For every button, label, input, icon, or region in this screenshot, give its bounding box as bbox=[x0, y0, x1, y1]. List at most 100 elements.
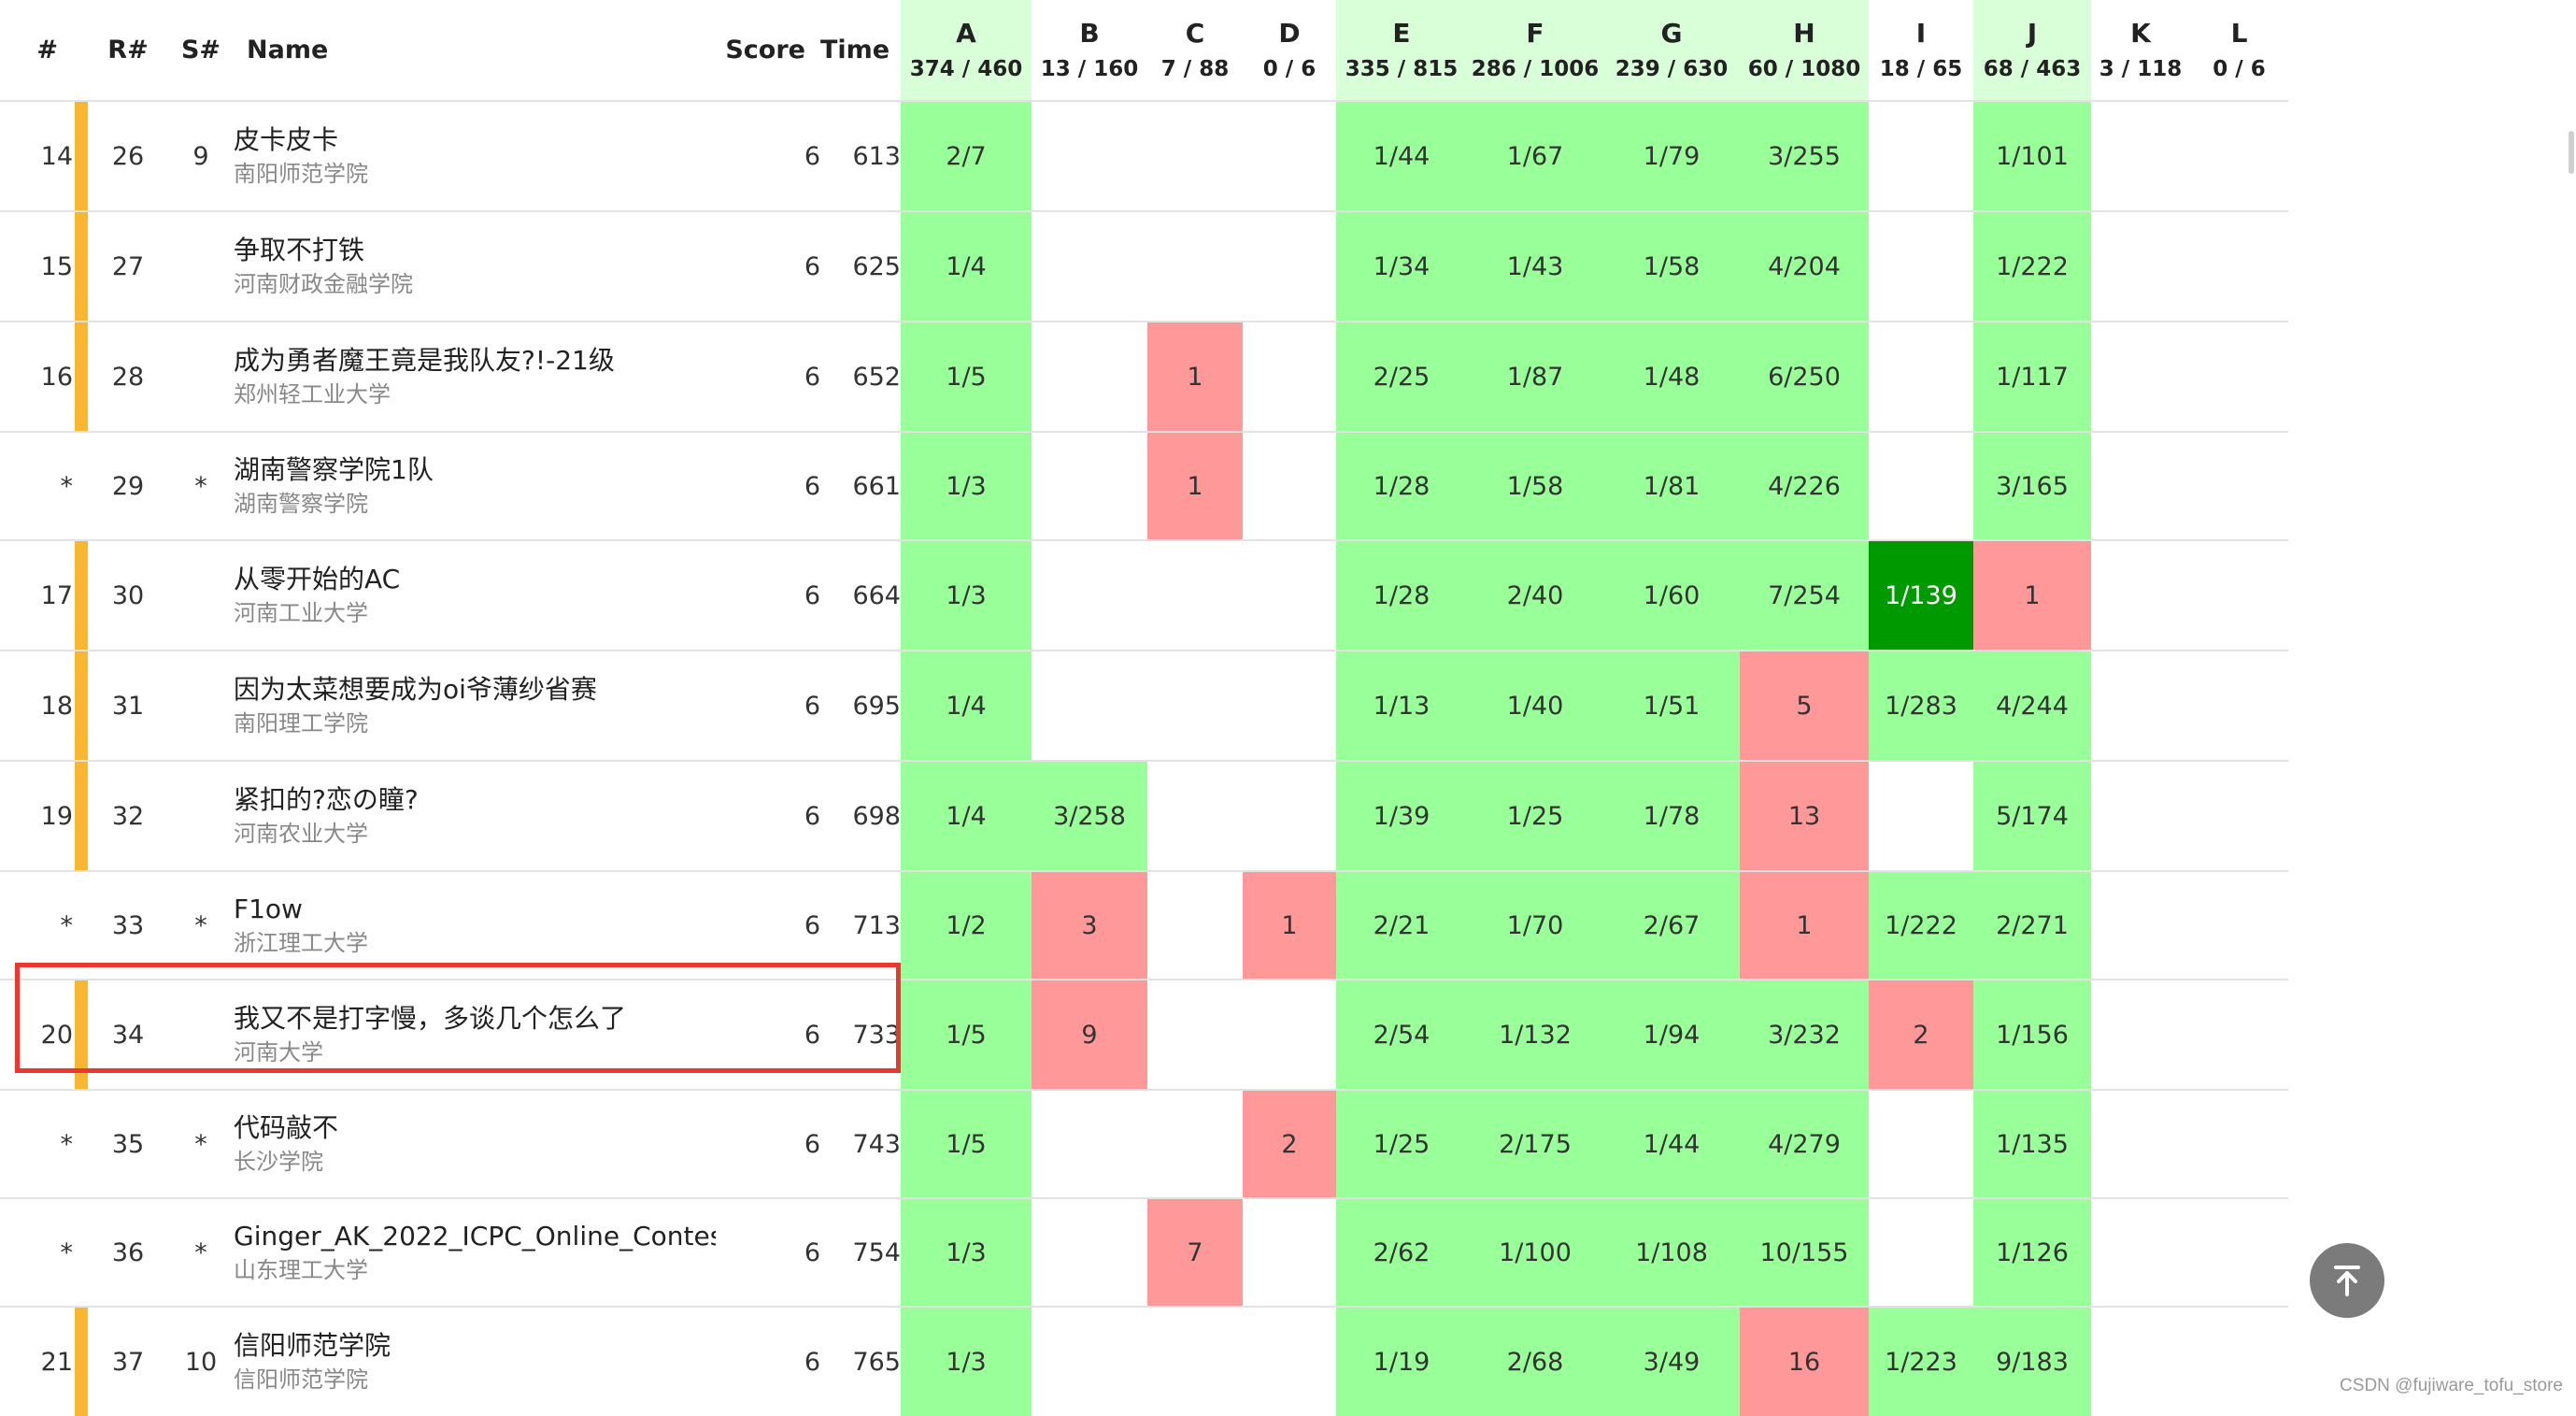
table-row[interactable]: * 33 * F1ow 浙江理工大学 6 713 1/2 3 1 2/21 1/70 2/67 1 1/22… bbox=[0, 871, 2288, 980]
table-row[interactable]: 15 27 争取不打铁 河南财政金融学院 6 625 1/4 1/34 1/43 1/58 4/20… bbox=[0, 211, 2288, 322]
team-name-cell[interactable]: 皮卡皮卡 南阳师范学院 bbox=[234, 101, 716, 211]
problem-cell-a[interactable]: 1/4 bbox=[901, 211, 1032, 322]
team-name-cell[interactable]: 因为太菜想要成为oi爷薄纱省赛 南阳理工学院 bbox=[234, 651, 716, 761]
problem-cell-b[interactable] bbox=[1032, 101, 1147, 211]
problem-cell-f[interactable]: 1/58 bbox=[1467, 432, 1603, 540]
problem-cell-h[interactable]: 4/226 bbox=[1740, 432, 1869, 540]
team-name-cell[interactable]: 成为勇者魔王竟是我队友?!-21级 郑州轻工业大学 bbox=[234, 322, 716, 432]
problem-cell-a[interactable]: 1/5 bbox=[901, 980, 1032, 1090]
problem-cell-a[interactable]: 1/4 bbox=[901, 651, 1032, 761]
team-name-cell[interactable]: 争取不打铁 河南财政金融学院 bbox=[234, 211, 716, 322]
problem-cell-e[interactable]: 2/25 bbox=[1336, 322, 1467, 432]
problem-cell-c[interactable] bbox=[1147, 871, 1243, 980]
problem-cell-h[interactable]: 13 bbox=[1740, 761, 1869, 871]
problem-cell-e[interactable]: 1/39 bbox=[1336, 761, 1467, 871]
problem-cell-l[interactable] bbox=[2190, 1307, 2288, 1416]
problem-cell-i[interactable] bbox=[1869, 1090, 1973, 1198]
problem-cell-d[interactable] bbox=[1243, 432, 1336, 540]
problem-cell-f[interactable]: 1/132 bbox=[1467, 980, 1603, 1090]
problem-cell-h[interactable]: 7/254 bbox=[1740, 540, 1869, 651]
back-to-top-button[interactable] bbox=[2310, 1243, 2384, 1318]
problem-cell-i[interactable]: 1/283 bbox=[1869, 651, 1973, 761]
problem-cell-d[interactable] bbox=[1243, 761, 1336, 871]
problem-cell-j[interactable]: 2/271 bbox=[1973, 871, 2091, 980]
problem-cell-e[interactable]: 1/13 bbox=[1336, 651, 1467, 761]
problem-cell-j[interactable]: 4/244 bbox=[1973, 651, 2091, 761]
problem-cell-e[interactable]: 2/62 bbox=[1336, 1198, 1467, 1307]
problem-cell-c[interactable] bbox=[1147, 101, 1243, 211]
problem-cell-g[interactable]: 1/79 bbox=[1603, 101, 1740, 211]
problem-cell-h[interactable]: 4/279 bbox=[1740, 1090, 1869, 1198]
problem-cell-j[interactable]: 1 bbox=[1973, 540, 2091, 651]
problem-cell-g[interactable]: 1/94 bbox=[1603, 980, 1740, 1090]
problem-cell-c[interactable] bbox=[1147, 761, 1243, 871]
problem-cell-l[interactable] bbox=[2190, 1198, 2288, 1307]
problem-cell-g[interactable]: 3/49 bbox=[1603, 1307, 1740, 1416]
problem-header-b[interactable]: B 13 / 160 bbox=[1032, 0, 1147, 101]
problem-cell-d[interactable] bbox=[1243, 1307, 1336, 1416]
problem-cell-a[interactable]: 1/3 bbox=[901, 1198, 1032, 1307]
problem-cell-j[interactable]: 1/135 bbox=[1973, 1090, 2091, 1198]
header-score[interactable]: Score bbox=[716, 0, 820, 101]
problem-cell-b[interactable]: 9 bbox=[1032, 980, 1147, 1090]
problem-cell-e[interactable]: 2/54 bbox=[1336, 980, 1467, 1090]
problem-cell-b[interactable] bbox=[1032, 211, 1147, 322]
problem-cell-f[interactable]: 2/40 bbox=[1467, 540, 1603, 651]
problem-cell-g[interactable]: 2/67 bbox=[1603, 871, 1740, 980]
problem-cell-l[interactable] bbox=[2190, 101, 2288, 211]
problem-cell-f[interactable]: 2/68 bbox=[1467, 1307, 1603, 1416]
problem-cell-b[interactable] bbox=[1032, 432, 1147, 540]
problem-cell-k[interactable] bbox=[2091, 101, 2190, 211]
problem-cell-b[interactable]: 3 bbox=[1032, 871, 1147, 980]
problem-cell-j[interactable]: 5/174 bbox=[1973, 761, 2091, 871]
problem-cell-k[interactable] bbox=[2091, 211, 2190, 322]
problem-cell-l[interactable] bbox=[2190, 1090, 2288, 1198]
problem-header-l[interactable]: L 0 / 6 bbox=[2190, 0, 2288, 101]
problem-cell-g[interactable]: 1/60 bbox=[1603, 540, 1740, 651]
problem-cell-k[interactable] bbox=[2091, 1307, 2190, 1416]
problem-cell-g[interactable]: 1/51 bbox=[1603, 651, 1740, 761]
problem-cell-c[interactable]: 7 bbox=[1147, 1198, 1243, 1307]
problem-cell-b[interactable] bbox=[1032, 1198, 1147, 1307]
problem-cell-k[interactable] bbox=[2091, 1090, 2190, 1198]
problem-cell-i[interactable]: 1/139 bbox=[1869, 540, 1973, 651]
problem-cell-g[interactable]: 1/58 bbox=[1603, 211, 1740, 322]
problem-cell-g[interactable]: 1/48 bbox=[1603, 322, 1740, 432]
problem-cell-f[interactable]: 1/40 bbox=[1467, 651, 1603, 761]
problem-cell-b[interactable] bbox=[1032, 1090, 1147, 1198]
problem-cell-d[interactable] bbox=[1243, 211, 1336, 322]
problem-cell-h[interactable]: 10/155 bbox=[1740, 1198, 1869, 1307]
team-name-cell[interactable]: 信阳师范学院 信阳师范学院 bbox=[234, 1307, 716, 1416]
team-name-cell[interactable]: 我又不是打字慢，多谈几个怎么了 河南大学 bbox=[234, 980, 716, 1090]
problem-header-f[interactable]: F 286 / 1006 bbox=[1467, 0, 1603, 101]
problem-cell-h[interactable]: 5 bbox=[1740, 651, 1869, 761]
problem-cell-a[interactable]: 1/5 bbox=[901, 1090, 1032, 1198]
problem-cell-k[interactable] bbox=[2091, 1198, 2190, 1307]
problem-cell-c[interactable] bbox=[1147, 1307, 1243, 1416]
problem-cell-l[interactable] bbox=[2190, 432, 2288, 540]
problem-cell-a[interactable]: 1/3 bbox=[901, 1307, 1032, 1416]
problem-cell-g[interactable]: 1/108 bbox=[1603, 1198, 1740, 1307]
problem-cell-a[interactable]: 1/2 bbox=[901, 871, 1032, 980]
table-row[interactable]: * 35 * 代码敲不 长沙学院 6 743 1/5 2 1/25 2/175 1/44 4/279 1/… bbox=[0, 1090, 2288, 1198]
problem-cell-i[interactable] bbox=[1869, 211, 1973, 322]
problem-cell-d[interactable] bbox=[1243, 980, 1336, 1090]
table-row[interactable]: 18 31 因为太菜想要成为oi爷薄纱省赛 南阳理工学院 6 695 1/4 1/13 1/40… bbox=[0, 651, 2288, 761]
scrollbar-thumb[interactable] bbox=[2569, 131, 2574, 174]
table-row[interactable]: * 29 * 湖南警察学院1队 湖南警察学院 6 661 1/3 1 1/28 1/58 1/81 4/… bbox=[0, 432, 2288, 540]
problem-cell-j[interactable]: 1/101 bbox=[1973, 101, 2091, 211]
problem-cell-c[interactable]: 1 bbox=[1147, 322, 1243, 432]
problem-cell-e[interactable]: 2/21 bbox=[1336, 871, 1467, 980]
problem-cell-k[interactable] bbox=[2091, 322, 2190, 432]
problem-cell-d[interactable] bbox=[1243, 101, 1336, 211]
problem-header-c[interactable]: C 7 / 88 bbox=[1147, 0, 1243, 101]
problem-cell-i[interactable]: 1/222 bbox=[1869, 871, 1973, 980]
problem-cell-a[interactable]: 1/3 bbox=[901, 540, 1032, 651]
problem-cell-j[interactable]: 1/222 bbox=[1973, 211, 2091, 322]
problem-cell-f[interactable]: 1/67 bbox=[1467, 101, 1603, 211]
problem-cell-j[interactable]: 1/126 bbox=[1973, 1198, 2091, 1307]
problem-cell-f[interactable]: 1/70 bbox=[1467, 871, 1603, 980]
problem-cell-h[interactable]: 4/204 bbox=[1740, 211, 1869, 322]
problem-cell-i[interactable]: 1/223 bbox=[1869, 1307, 1973, 1416]
problem-cell-b[interactable] bbox=[1032, 322, 1147, 432]
